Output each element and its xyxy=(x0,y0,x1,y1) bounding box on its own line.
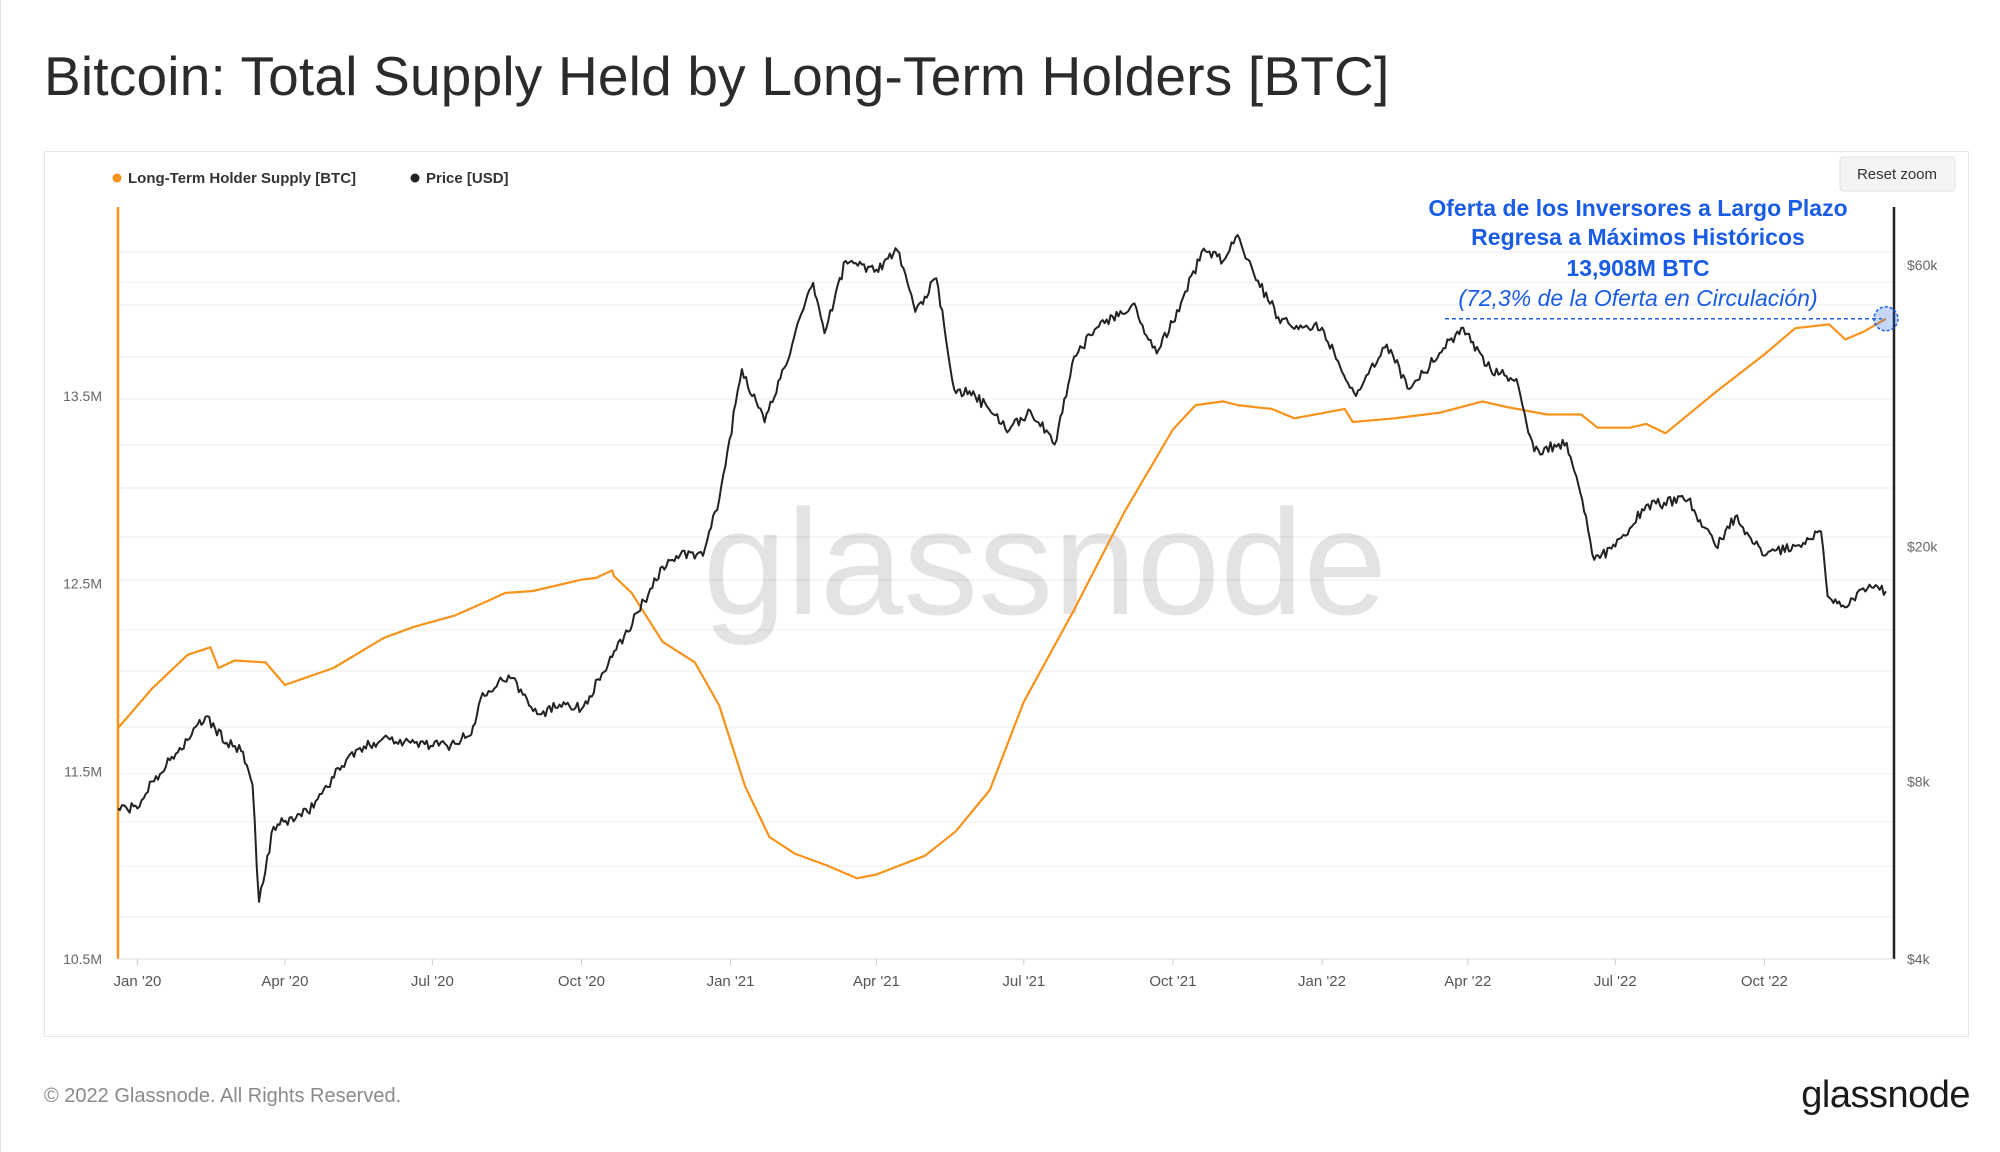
right-tick-label-2: $20k xyxy=(1907,539,1938,555)
x-tick-label-10: Jul '22 xyxy=(1594,973,1637,990)
chart-container: glassnode 10.5M 11.5M 12.5M 13.5M $4k $8k $20k $… xyxy=(44,151,1969,1037)
reset-zoom-button[interactable] xyxy=(1839,156,1956,192)
x-tick-label-7: Oct '21 xyxy=(1149,973,1196,990)
annotation-highlight-circle xyxy=(1873,306,1899,332)
x-tick-label-11: Oct '22 xyxy=(1741,973,1788,990)
right-tick-label-0: $4k xyxy=(1907,951,1931,967)
page-title: Bitcoin: Total Supply Held by Long-Term … xyxy=(44,45,1390,107)
footer-copyright: © 2022 Glassnode. All Rights Reserved. xyxy=(44,1085,402,1107)
legend-entry-0[interactable]: Long-Term Holder Supply [BTC] xyxy=(128,170,356,187)
left-tick-label-0: 10.5M xyxy=(63,951,102,967)
x-tick-label-4: Jan '21 xyxy=(707,973,755,990)
chart-svg[interactable]: glassnode 10.5M 11.5M 12.5M 13.5M $4k $8k $20k $… xyxy=(45,152,1970,1038)
legend-marker-0 xyxy=(112,173,122,183)
left-tick-label-3: 13.5M xyxy=(63,388,102,404)
annotation-note: (72,3% de la Oferta en Circulación) xyxy=(1458,285,1817,311)
annotation-line-1: Regresa a Máximos Históricos xyxy=(1471,224,1805,250)
x-tick-label-2: Jul '20 xyxy=(411,973,454,990)
series-line-price xyxy=(117,234,1887,903)
glassnode-logo: glassnode xyxy=(1801,1074,1970,1116)
x-tick-label-6: Jul '21 xyxy=(1002,973,1045,990)
legend-entry-1[interactable]: Price [USD] xyxy=(426,170,509,187)
left-border-line xyxy=(0,0,1,1152)
x-tick-label-5: Apr '21 xyxy=(853,973,900,990)
x-tick-label-0: Jan '20 xyxy=(113,973,161,990)
watermark-text: glassnode xyxy=(703,478,1387,646)
x-tick-label-1: Apr '20 xyxy=(261,973,308,990)
annotation-line-2: 13,908M BTC xyxy=(1566,255,1709,281)
left-tick-label-2: 12.5M xyxy=(63,576,102,592)
x-tick-label-3: Oct '20 xyxy=(558,973,605,990)
legend-marker-1 xyxy=(410,173,420,183)
x-tick-label-8: Jan '22 xyxy=(1298,973,1346,990)
annotation-line-0: Oferta de los Inversores a Largo Plazo xyxy=(1428,195,1847,221)
left-tick-label-1: 11.5M xyxy=(64,763,102,779)
x-tick-label-9: Apr '22 xyxy=(1444,973,1491,990)
reset-zoom-label[interactable]: Reset zoom xyxy=(1857,166,1937,183)
series-line-lth-supply xyxy=(117,317,1887,880)
right-tick-label-1: $8k xyxy=(1907,773,1931,789)
right-tick-label-3: $60k xyxy=(1907,257,1938,273)
